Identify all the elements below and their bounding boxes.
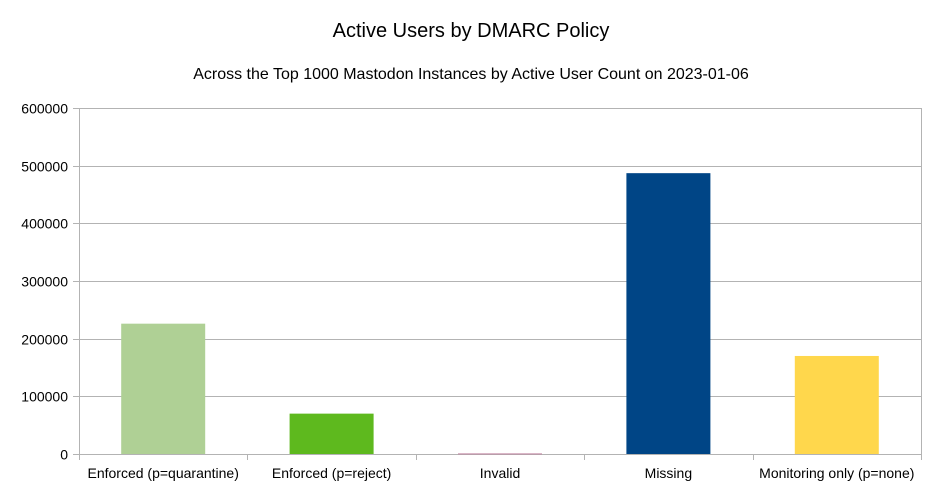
chart-title: Active Users by DMARC Policy [332, 20, 610, 42]
x-tick-label: Missing [645, 465, 692, 481]
x-tick-label: Invalid [480, 465, 520, 481]
y-tick-label: 600000 [21, 101, 68, 117]
y-tick-label: 0 [60, 447, 68, 463]
x-tick-label: Enforced (p=quarantine) [88, 465, 239, 481]
y-tick-labels: 0 100000 200000 300000 400000 500000 600000 [21, 101, 68, 463]
gridlines [79, 108, 921, 455]
bars [121, 173, 879, 455]
bar [794, 355, 879, 454]
y-tick-label: 200000 [21, 332, 68, 348]
y-tick-label: 100000 [21, 389, 68, 405]
axes [73, 108, 922, 460]
x-tick-label: Monitoring only (p=none) [759, 465, 914, 481]
bar [289, 413, 374, 454]
chart-subtitle: Across the Top 1000 Mastodon Instances b… [193, 66, 749, 83]
y-tick-label: 400000 [21, 216, 68, 232]
x-tick-labels: Enforced (p=quarantine) Enforced (p=rejec… [88, 465, 915, 481]
bar [626, 173, 711, 454]
y-tick-label: 500000 [21, 159, 68, 175]
x-tick-label: Enforced (p=reject) [272, 465, 391, 481]
y-tick-label: 300000 [21, 274, 68, 290]
bar [458, 453, 542, 455]
bar [121, 323, 206, 454]
